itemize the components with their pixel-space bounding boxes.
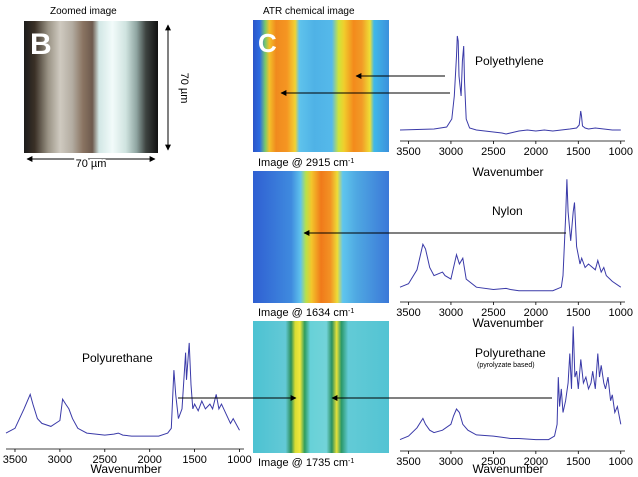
x-tick-label-polyethylene: 1500 <box>566 146 590 158</box>
spectra: 3500 3000 2500 2000 1500 1000 Wavenumber Polyet… <box>3 35 633 476</box>
spectrum-title-polyethylene: Polyethylene <box>475 54 544 68</box>
x-tick-label-polyurethane-left: 1500 <box>182 454 206 466</box>
x-tick-label-polyethylene: 1000 <box>609 146 633 158</box>
x-tick-label-nylon: 1000 <box>609 307 633 319</box>
x-tick-label-polyurethane-pyrolyzate: 2000 <box>524 456 548 468</box>
spectrum-polyurethane-pyrolyzate: 3500 3000 2500 2000 1500 1000 Wavenumber Polyur… <box>396 326 633 476</box>
spectrum-line-polyurethane-left <box>5 342 240 437</box>
spectrum-line-nylon <box>399 179 622 292</box>
x-tick-label-polyurethane-pyrolyzate: 3500 <box>396 456 420 468</box>
spectrum-line-polyethylene <box>399 35 621 135</box>
spectrum-title-polyurethane-left: Polyurethane <box>82 351 153 365</box>
zoomed-title: Zoomed image <box>50 6 117 17</box>
x-tick-label-polyethylene: 2500 <box>481 146 505 158</box>
x-tick-label-polyethylene: 3000 <box>439 146 463 158</box>
x-axis-label-polyurethane-left: Wavenumber <box>91 462 162 476</box>
atr-caption-polyurethane: Image @ 1735 cm-1 <box>258 457 354 469</box>
x-tick-label-nylon: 2000 <box>524 307 548 319</box>
spectrum-title-nylon: Nylon <box>492 204 523 218</box>
x-tick-label-nylon: 3000 <box>439 307 463 319</box>
x-tick-label-polyethylene: 3500 <box>396 146 420 158</box>
x-tick-label-polyurethane-left: 3500 <box>3 454 27 466</box>
height-scale-label: 70 µm <box>178 73 190 104</box>
x-axis-label-nylon: Wavenumber <box>473 316 544 330</box>
x-tick-label-polyurethane-pyrolyzate: 3000 <box>439 456 463 468</box>
spectrum-polyurethane-left: 3500 3000 2500 2000 1500 1000 Wavenumber Polyur… <box>3 342 252 476</box>
width-scale-label: 70 µm <box>76 158 107 170</box>
x-tick-label-nylon: 1500 <box>566 307 590 319</box>
atr-title: ATR chemical image <box>263 6 355 17</box>
atr-image-nylon <box>253 171 389 303</box>
atr-caption-nylon: Image @ 1634 cm-1 <box>258 307 354 319</box>
x-tick-label-polyurethane-left: 1000 <box>227 454 251 466</box>
panel-letter-b: B <box>30 28 52 61</box>
x-tick-label-polyethylene: 2000 <box>524 146 548 158</box>
spectrum-line-polyurethane-pyrolyzate <box>399 326 622 441</box>
spectrum-nylon: 3500 3000 2500 2000 1500 1000 Wavenumber Nylon <box>396 179 633 330</box>
x-tick-label-nylon: 3500 <box>396 307 420 319</box>
x-tick-label-polyurethane-left: 2000 <box>137 454 161 466</box>
x-tick-label-nylon: 2500 <box>481 307 505 319</box>
x-tick-label-polyurethane-pyrolyzate: 2500 <box>481 456 505 468</box>
x-tick-label-polyurethane-pyrolyzate: 1000 <box>609 456 633 468</box>
spectrum-polyethylene: 3500 3000 2500 2000 1500 1000 Wavenumber Polyet… <box>396 35 633 179</box>
atr-caption-polyethylene: Image @ 2915 cm-1 <box>258 157 354 169</box>
x-axis-label-polyethylene: Wavenumber <box>473 165 544 179</box>
atr-image-polyurethane <box>253 321 389 453</box>
x-axis-label-polyurethane-pyrolyzate: Wavenumber <box>473 462 544 476</box>
x-tick-label-polyurethane-pyrolyzate: 1500 <box>566 456 590 468</box>
spectrum-title-polyurethane-pyrolyzate: Polyurethane <box>475 346 546 360</box>
atr-panel: ATR chemical image C Image @ 2915 cm-1 I… <box>253 6 389 469</box>
zoomed-panel: Zoomed image B 70 µm 70 µm <box>24 6 190 172</box>
zoomed-micrograph <box>24 21 158 153</box>
atr-image-polyethylene <box>253 20 389 152</box>
x-tick-label-polyurethane-left: 2500 <box>93 454 117 466</box>
spectrum-subtitle-polyurethane-pyrolyzate: (pyrolyzate based) <box>477 362 535 369</box>
panel-letter-c: C <box>258 28 277 58</box>
connector-arrows <box>178 73 566 401</box>
x-tick-label-polyurethane-left: 3000 <box>48 454 72 466</box>
